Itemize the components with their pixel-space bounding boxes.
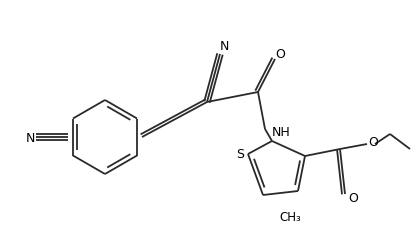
Text: O: O xyxy=(368,135,378,148)
Text: CH₃: CH₃ xyxy=(279,211,301,224)
Text: N: N xyxy=(219,40,229,53)
Text: O: O xyxy=(275,48,285,61)
Text: N: N xyxy=(25,131,35,144)
Text: S: S xyxy=(236,147,244,160)
Text: NH: NH xyxy=(272,125,291,138)
Text: O: O xyxy=(348,192,358,205)
